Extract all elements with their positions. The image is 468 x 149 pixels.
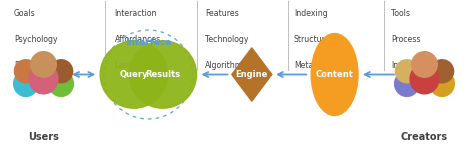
Text: Tools: Tools [391, 9, 410, 18]
Circle shape [15, 60, 37, 83]
Text: Interface: Interface [125, 38, 172, 47]
Ellipse shape [14, 71, 38, 96]
Text: Engine: Engine [235, 70, 268, 79]
Text: Technology: Technology [205, 35, 249, 44]
Text: Results: Results [145, 70, 181, 79]
Text: Structure: Structure [294, 35, 330, 44]
Ellipse shape [29, 64, 58, 94]
Ellipse shape [49, 71, 73, 96]
Text: Goals: Goals [14, 9, 36, 18]
Ellipse shape [311, 34, 358, 115]
Text: Behavior: Behavior [14, 61, 49, 70]
Circle shape [31, 52, 56, 77]
Text: Algorithms: Algorithms [205, 61, 248, 70]
Text: Psychology: Psychology [14, 35, 58, 44]
Ellipse shape [100, 41, 168, 108]
Text: Query: Query [120, 70, 148, 79]
Circle shape [431, 60, 453, 83]
Text: Language: Language [115, 61, 154, 70]
Circle shape [50, 60, 73, 83]
Circle shape [395, 60, 418, 83]
Text: Creators: Creators [401, 132, 448, 142]
Text: Content: Content [316, 70, 353, 79]
Text: Affordances: Affordances [115, 35, 161, 44]
Ellipse shape [410, 64, 439, 94]
Text: Process: Process [391, 35, 420, 44]
Text: Metadata: Metadata [294, 61, 331, 70]
Text: Users: Users [28, 132, 59, 142]
Polygon shape [232, 48, 272, 101]
Ellipse shape [430, 71, 454, 96]
Text: Features: Features [205, 9, 239, 18]
Text: Incentives: Incentives [391, 61, 431, 70]
Ellipse shape [129, 41, 197, 108]
Text: Interaction: Interaction [115, 9, 157, 18]
Ellipse shape [395, 71, 419, 96]
Circle shape [412, 52, 437, 77]
Text: Indexing: Indexing [294, 9, 328, 18]
